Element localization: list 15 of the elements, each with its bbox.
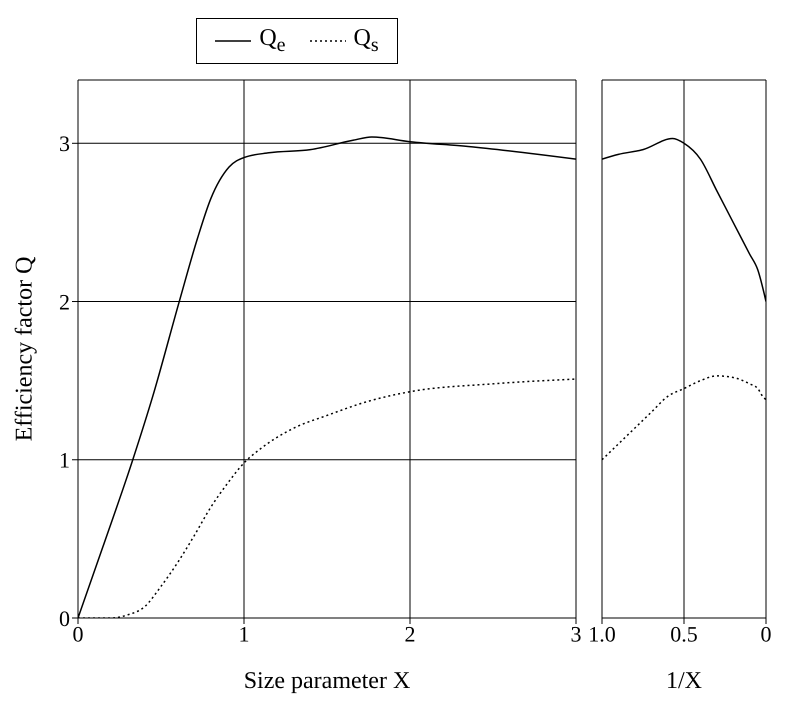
y-tick-label: 0 — [59, 606, 70, 631]
x-tick-label: 3 — [570, 622, 582, 647]
y-axis-title: Efficiency factor Q — [12, 256, 38, 442]
y-tick-label: 2 — [59, 289, 70, 314]
x-tick-label: 1 — [238, 622, 250, 647]
x-axis-title: Size parameter X — [244, 668, 410, 694]
legend-label: Q$_{e}$ — [259, 25, 286, 56]
y-tick-label: 1 — [59, 448, 70, 473]
legend-label: Q$_{s}$ — [354, 25, 379, 56]
x-axis-title: 1/X — [666, 668, 702, 694]
x-tick-label: 2 — [404, 622, 416, 647]
x-tick-label: 1.0 — [588, 622, 616, 647]
x-tick-label: 0.5 — [670, 622, 698, 647]
y-tick-label: 3 — [59, 131, 70, 156]
x-tick-label: 0 — [760, 622, 772, 647]
